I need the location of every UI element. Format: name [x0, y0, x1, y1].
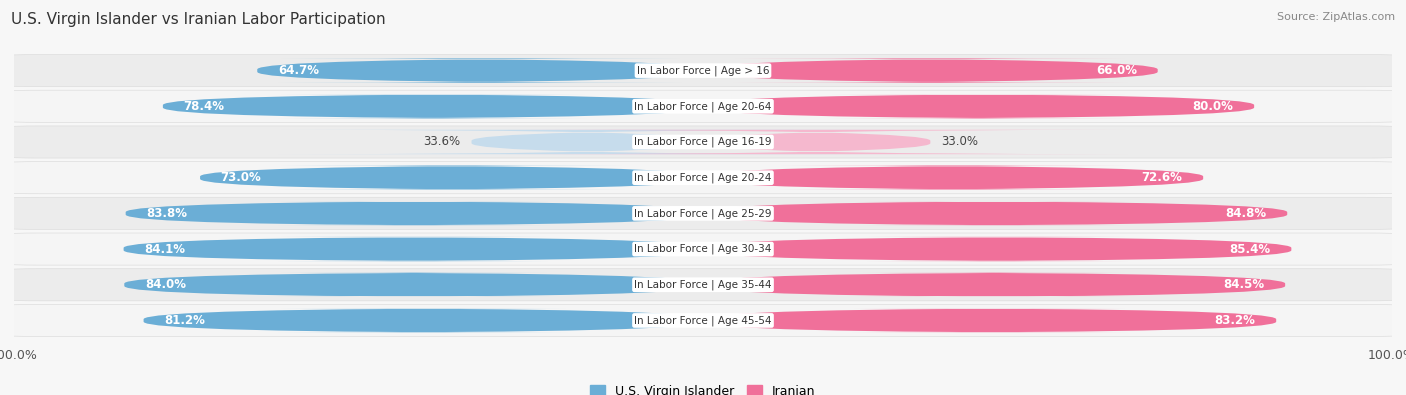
FancyBboxPatch shape [506, 130, 1128, 154]
FancyBboxPatch shape [703, 308, 1277, 333]
FancyBboxPatch shape [703, 201, 1288, 226]
Text: In Labor Force | Age 20-64: In Labor Force | Age 20-64 [634, 101, 772, 111]
FancyBboxPatch shape [278, 130, 896, 154]
Text: In Labor Force | Age 20-24: In Labor Force | Age 20-24 [634, 173, 772, 183]
Text: 83.8%: 83.8% [146, 207, 187, 220]
Text: 78.4%: 78.4% [184, 100, 225, 113]
Text: Source: ZipAtlas.com: Source: ZipAtlas.com [1277, 12, 1395, 22]
FancyBboxPatch shape [7, 269, 1399, 301]
Text: 33.6%: 33.6% [423, 135, 461, 149]
Text: 66.0%: 66.0% [1097, 64, 1137, 77]
FancyBboxPatch shape [124, 237, 703, 261]
Text: In Labor Force | Age 30-34: In Labor Force | Age 30-34 [634, 244, 772, 254]
FancyBboxPatch shape [703, 273, 1285, 297]
FancyBboxPatch shape [703, 58, 1157, 83]
Text: In Labor Force | Age 35-44: In Labor Force | Age 35-44 [634, 280, 772, 290]
Text: In Labor Force | Age > 16: In Labor Force | Age > 16 [637, 65, 769, 76]
FancyBboxPatch shape [703, 166, 1204, 190]
Text: 81.2%: 81.2% [165, 314, 205, 327]
Legend: U.S. Virgin Islander, Iranian: U.S. Virgin Islander, Iranian [585, 380, 821, 395]
FancyBboxPatch shape [124, 273, 703, 297]
FancyBboxPatch shape [200, 166, 703, 190]
Text: 64.7%: 64.7% [278, 64, 319, 77]
FancyBboxPatch shape [7, 233, 1399, 265]
Text: 84.5%: 84.5% [1223, 278, 1264, 291]
FancyBboxPatch shape [7, 126, 1399, 158]
Text: 80.0%: 80.0% [1192, 100, 1233, 113]
Text: 85.4%: 85.4% [1230, 243, 1271, 256]
Text: U.S. Virgin Islander vs Iranian Labor Participation: U.S. Virgin Islander vs Iranian Labor Pa… [11, 12, 385, 27]
Text: 84.1%: 84.1% [145, 243, 186, 256]
FancyBboxPatch shape [7, 162, 1399, 194]
FancyBboxPatch shape [703, 237, 1291, 261]
Text: 72.6%: 72.6% [1142, 171, 1182, 184]
FancyBboxPatch shape [163, 94, 703, 118]
FancyBboxPatch shape [703, 94, 1254, 118]
FancyBboxPatch shape [257, 58, 703, 83]
Text: 84.8%: 84.8% [1226, 207, 1267, 220]
Text: In Labor Force | Age 25-29: In Labor Force | Age 25-29 [634, 208, 772, 218]
FancyBboxPatch shape [7, 305, 1399, 337]
Text: In Labor Force | Age 16-19: In Labor Force | Age 16-19 [634, 137, 772, 147]
Text: 73.0%: 73.0% [221, 171, 262, 184]
FancyBboxPatch shape [7, 55, 1399, 87]
FancyBboxPatch shape [143, 308, 703, 333]
FancyBboxPatch shape [7, 90, 1399, 122]
Text: 83.2%: 83.2% [1215, 314, 1256, 327]
Text: 33.0%: 33.0% [942, 135, 979, 149]
Text: In Labor Force | Age 45-54: In Labor Force | Age 45-54 [634, 315, 772, 326]
FancyBboxPatch shape [7, 198, 1399, 229]
Text: 84.0%: 84.0% [145, 278, 186, 291]
FancyBboxPatch shape [125, 201, 703, 226]
